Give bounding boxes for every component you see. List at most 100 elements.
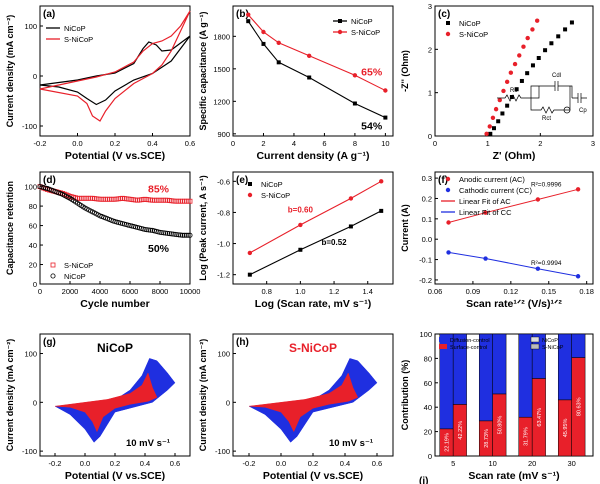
plot-frame [232, 171, 394, 285]
data-point [530, 63, 535, 68]
y-tick-label: 100 [24, 350, 37, 359]
data-point [187, 198, 193, 204]
panel-i: (i) Scan rate (mV s⁻¹) Contribution (%) 0 20… [400, 330, 594, 484]
y-tick-label: -0.1 [419, 256, 432, 265]
x-tick-label: 30 [567, 459, 575, 468]
y-tick-label: 60 [29, 222, 37, 231]
data-point [525, 71, 530, 76]
surface-region [248, 372, 359, 433]
bar-label: 42.22% [458, 421, 464, 440]
legend-entry: NiCoP [459, 19, 481, 28]
y-tick-label: 1500 [213, 65, 230, 74]
panel-label: (g) [43, 337, 56, 348]
legend-entry: S-NiCoP [459, 30, 488, 39]
y-tick-label: 100 [24, 22, 37, 31]
y-tick-label: 1800 [213, 32, 230, 41]
data-point [504, 79, 510, 85]
data-point [142, 226, 148, 232]
y-tick-label: 80 [29, 202, 37, 211]
y-tick-label: -100 [22, 447, 37, 456]
x-tick-label: 0.4 [140, 459, 150, 468]
legend-entry: S-NiCoP [542, 345, 564, 351]
x-tick-label: 0.0 [276, 459, 286, 468]
annotation: R²=0.9996 [531, 182, 562, 189]
bar-surface [492, 393, 507, 457]
data-point [276, 60, 281, 65]
data-point [247, 272, 252, 277]
scan-rate-label: 10 mV s⁻¹ [126, 438, 170, 449]
x-axis-label: Z' (Ohm) [493, 150, 536, 162]
bar-surface [452, 404, 467, 457]
circuit-diagram [497, 81, 587, 114]
data-point [172, 231, 178, 237]
data-point [493, 106, 499, 112]
data-point [166, 231, 172, 237]
data-point [261, 29, 266, 35]
data-point [247, 250, 253, 256]
panel-label: (f) [438, 175, 448, 186]
data-point [488, 131, 493, 136]
panel-title: NiCoP [97, 341, 133, 355]
data-point [383, 115, 388, 120]
y-axis-label: -Z'' (Ohm) [400, 50, 410, 92]
data-point [146, 227, 152, 233]
y-tick-label: -0.2 [419, 276, 432, 285]
y-tick-label: 20 [424, 428, 432, 437]
x-tick-label: 0.2 [110, 139, 120, 148]
y-tick-label: -0.8 [217, 208, 230, 217]
x-tick-label: 0.09 [466, 287, 481, 296]
data-point [496, 119, 501, 124]
data-point [556, 34, 561, 39]
y-tick-label: -0.6 [217, 177, 230, 186]
x-axis-label: Scan rate (mV s⁻¹) [468, 470, 559, 482]
legend-entry: Diffusion-control [450, 338, 490, 344]
data-point [337, 29, 343, 35]
y-axis-label: Contribution (%) [400, 360, 410, 430]
y-tick-label: 0.1 [422, 215, 432, 224]
x-tick-label: 3 [591, 139, 595, 148]
data-point [179, 232, 185, 238]
data-point [246, 12, 251, 17]
legend-entry: Linear Fit of AC [459, 197, 511, 206]
data-point [534, 18, 540, 23]
legend-swatch [530, 343, 540, 350]
data-point [144, 227, 150, 233]
data-point [352, 73, 358, 78]
data-point [348, 196, 354, 201]
x-tick-label: 6 [322, 139, 326, 148]
x-tick-label: 0.6 [170, 459, 180, 468]
bar-label: 80.63% [576, 397, 582, 416]
x-tick-label: 0.6 [185, 139, 195, 148]
y-axis-label: Current density (mA cm⁻²) [198, 339, 208, 451]
legend-entry: NiCoP [64, 272, 86, 281]
fit-line [448, 251, 579, 277]
data-point [549, 41, 554, 46]
data-point [491, 126, 496, 131]
circuit-label: Rs [510, 88, 517, 94]
data-point [168, 231, 174, 237]
y-tick-label: 100 [24, 183, 37, 192]
bar-diffusion [492, 333, 507, 395]
panel-a: (a) Potential (V vs.SCE) Current density (… [5, 5, 195, 162]
legend-entry: S-NiCoP [64, 261, 93, 270]
legend-entry: S-NiCoP [351, 28, 380, 37]
plot-frame [434, 5, 594, 137]
data-point [569, 20, 574, 25]
panel-e: (e) Log (Scan rate, mV s⁻¹) Log (Peak curr… [198, 171, 394, 310]
y-tick-label: 1200 [213, 97, 230, 106]
data-point [530, 27, 535, 32]
y-tick-label: 20 [29, 261, 37, 270]
data-point [181, 232, 187, 238]
x-tick-label: 4 [292, 139, 296, 148]
data-point [246, 19, 251, 24]
series-line [249, 180, 382, 254]
data-point [446, 220, 451, 225]
annotation: 85% [148, 183, 170, 195]
y-tick-label: 3 [428, 2, 432, 11]
x-axis-label: Cycle number [80, 298, 149, 310]
x-axis-label: Potential (V vs.SCE) [65, 150, 165, 162]
data-point [514, 87, 519, 92]
x-axis-label: Current density (A g⁻¹) [256, 150, 369, 162]
x-axis-label: Scan rate¹ᐟ² (V/s)¹ᐟ² [466, 298, 562, 310]
